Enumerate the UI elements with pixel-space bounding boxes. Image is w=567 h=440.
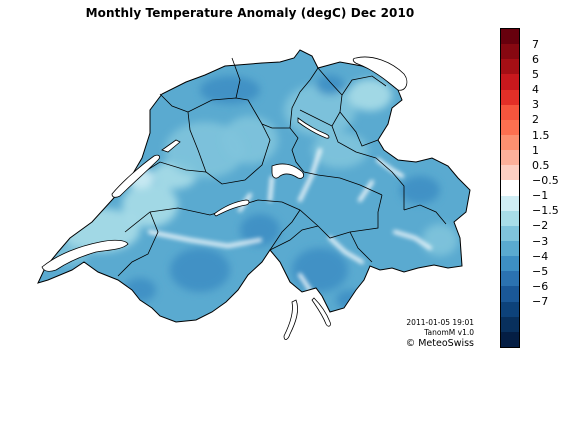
- legend-swatch: [501, 150, 519, 166]
- lakes: [41, 56, 408, 340]
- copyright-text: © MeteoSwiss: [405, 338, 474, 349]
- anomaly-patch: [292, 248, 348, 292]
- legend-swatch: [501, 180, 519, 196]
- legend-swatch: [501, 316, 519, 332]
- anomaly-patch: [312, 132, 368, 168]
- legend-label: 0.5: [532, 158, 550, 172]
- legend-swatch: [501, 29, 519, 45]
- legend-swatch: [501, 225, 519, 241]
- legend-label: −0.5: [532, 173, 559, 187]
- valley-highlight: [393, 230, 432, 250]
- legend-label: −1.5: [532, 204, 559, 218]
- valley-highlight: [298, 148, 322, 202]
- legend-swatch: [501, 271, 519, 287]
- anomaly-patch: [122, 183, 178, 227]
- lake-geneva: [41, 239, 129, 272]
- legend-swatch: [501, 59, 519, 75]
- lake-lugano: [311, 297, 331, 327]
- anomaly-patch: [200, 76, 260, 104]
- anomaly-patch: [348, 79, 392, 111]
- legend-label: −3: [532, 234, 549, 248]
- anomaly-patch: [124, 278, 156, 302]
- lake-thun-brienz: [213, 199, 250, 217]
- product-version-text: TanomM v1.0: [424, 328, 474, 337]
- valley-highlight: [328, 236, 364, 264]
- legend-label: −4: [532, 249, 549, 263]
- legend-label: 1: [532, 143, 539, 157]
- valley-highlight: [298, 273, 312, 292]
- valley-highlight: [268, 176, 274, 202]
- anomaly-patch: [170, 248, 230, 292]
- anomaly-patch: [316, 75, 344, 95]
- legend-swatch: [501, 301, 519, 317]
- anomaly-patch: [336, 290, 364, 310]
- legend-label: −6: [532, 279, 549, 293]
- legend-label: −1: [532, 189, 549, 203]
- legend-swatch: [501, 195, 519, 211]
- legend-swatch: [501, 89, 519, 105]
- anomaly-patch: [240, 214, 280, 246]
- legend-label: 7: [532, 37, 539, 51]
- legend-label: −7: [532, 295, 549, 309]
- legend-swatch: [501, 134, 519, 151]
- map-title: Monthly Temperature Anomaly (degC) Dec 2…: [85, 6, 415, 20]
- legend-swatch: [501, 256, 519, 272]
- lake-neuchatel: [111, 154, 161, 198]
- lake-zurich: [297, 117, 330, 139]
- legend-swatch: [501, 74, 519, 90]
- legend-label: 6: [532, 52, 539, 66]
- anomaly-patch: [422, 224, 458, 256]
- anomaly-patch: [400, 176, 440, 204]
- legend-swatch: [501, 104, 519, 120]
- anomaly-field: [38, 50, 470, 322]
- legend-swatch: [501, 331, 519, 347]
- legend-swatch: [501, 165, 519, 181]
- lake-maggiore: [283, 299, 298, 340]
- timestamp-text: 2011-01-05 19:01: [406, 318, 474, 327]
- valley-highlight: [148, 230, 262, 249]
- lake-constance: [352, 56, 408, 91]
- lake-lucerne: [271, 163, 304, 179]
- switzerland-anomaly-map: [37, 49, 471, 340]
- legend-swatch: [501, 240, 519, 257]
- legend-label: −2: [532, 219, 549, 233]
- lake-biel: [161, 139, 181, 153]
- legend-swatch: [501, 286, 519, 302]
- legend-swatch: [501, 210, 519, 226]
- legend-label: 5: [532, 67, 539, 81]
- legend-label: 2: [532, 113, 539, 127]
- valley-highlight: [358, 180, 374, 202]
- legend-label: 3: [532, 98, 539, 112]
- legend-label: −5: [532, 264, 549, 278]
- color-legend: [500, 28, 520, 348]
- legend-swatch: [501, 44, 519, 60]
- legend-label: 4: [532, 83, 539, 97]
- legend-swatch: [501, 119, 519, 135]
- legend-label: 1.5: [532, 128, 550, 142]
